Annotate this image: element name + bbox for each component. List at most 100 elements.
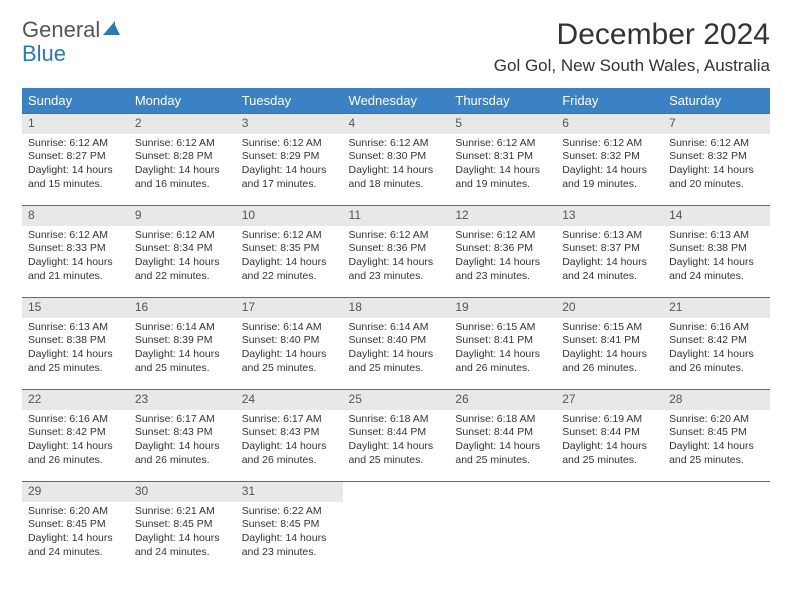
day-number: 8 <box>22 206 129 226</box>
day-number: 25 <box>343 390 450 410</box>
sunrise-line: Sunrise: 6:12 AM <box>455 137 550 151</box>
daylight-line: Daylight: 14 hours and 26 minutes. <box>135 440 230 467</box>
calendar-cell: 10Sunrise: 6:12 AMSunset: 8:35 PMDayligh… <box>236 206 343 298</box>
daylight-line: Daylight: 14 hours and 19 minutes. <box>562 164 657 191</box>
calendar-cell: 11Sunrise: 6:12 AMSunset: 8:36 PMDayligh… <box>343 206 450 298</box>
day-number: 17 <box>236 298 343 318</box>
day-details: Sunrise: 6:12 AMSunset: 8:36 PMDaylight:… <box>449 226 556 288</box>
day-details: Sunrise: 6:15 AMSunset: 8:41 PMDaylight:… <box>449 318 556 380</box>
day-header: Sunday <box>22 88 129 114</box>
calendar-cell: 16Sunrise: 6:14 AMSunset: 8:39 PMDayligh… <box>129 298 236 390</box>
day-number: 20 <box>556 298 663 318</box>
calendar-cell: 23Sunrise: 6:17 AMSunset: 8:43 PMDayligh… <box>129 390 236 482</box>
calendar-cell: . <box>556 482 663 574</box>
brand-sail-icon <box>101 19 121 42</box>
day-details: Sunrise: 6:21 AMSunset: 8:45 PMDaylight:… <box>129 502 236 564</box>
daylight-line: Daylight: 14 hours and 24 minutes. <box>669 256 764 283</box>
day-number: 23 <box>129 390 236 410</box>
sunrise-line: Sunrise: 6:12 AM <box>562 137 657 151</box>
sunset-line: Sunset: 8:44 PM <box>562 426 657 440</box>
day-header: Tuesday <box>236 88 343 114</box>
daylight-line: Daylight: 14 hours and 22 minutes. <box>242 256 337 283</box>
sunrise-line: Sunrise: 6:20 AM <box>669 413 764 427</box>
day-details: Sunrise: 6:12 AMSunset: 8:36 PMDaylight:… <box>343 226 450 288</box>
sunrise-line: Sunrise: 6:15 AM <box>562 321 657 335</box>
day-details: Sunrise: 6:12 AMSunset: 8:34 PMDaylight:… <box>129 226 236 288</box>
sunset-line: Sunset: 8:42 PM <box>28 426 123 440</box>
daylight-line: Daylight: 14 hours and 26 minutes. <box>28 440 123 467</box>
sunrise-line: Sunrise: 6:16 AM <box>669 321 764 335</box>
daylight-line: Daylight: 14 hours and 21 minutes. <box>28 256 123 283</box>
day-number: 1 <box>22 114 129 134</box>
daylight-line: Daylight: 14 hours and 25 minutes. <box>349 440 444 467</box>
day-number: 9 <box>129 206 236 226</box>
day-details: Sunrise: 6:15 AMSunset: 8:41 PMDaylight:… <box>556 318 663 380</box>
calendar-row: 22Sunrise: 6:16 AMSunset: 8:42 PMDayligh… <box>22 390 770 482</box>
day-number: 19 <box>449 298 556 318</box>
sunset-line: Sunset: 8:33 PM <box>28 242 123 256</box>
daylight-line: Daylight: 14 hours and 25 minutes. <box>28 348 123 375</box>
calendar-row: 15Sunrise: 6:13 AMSunset: 8:38 PMDayligh… <box>22 298 770 390</box>
day-header: Wednesday <box>343 88 450 114</box>
day-number: 26 <box>449 390 556 410</box>
sunset-line: Sunset: 8:40 PM <box>349 334 444 348</box>
sunset-line: Sunset: 8:37 PM <box>562 242 657 256</box>
sunset-line: Sunset: 8:45 PM <box>669 426 764 440</box>
day-details: Sunrise: 6:12 AMSunset: 8:35 PMDaylight:… <box>236 226 343 288</box>
sunset-line: Sunset: 8:44 PM <box>349 426 444 440</box>
sunset-line: Sunset: 8:43 PM <box>135 426 230 440</box>
calendar-cell: 17Sunrise: 6:14 AMSunset: 8:40 PMDayligh… <box>236 298 343 390</box>
sunset-line: Sunset: 8:32 PM <box>669 150 764 164</box>
daylight-line: Daylight: 14 hours and 19 minutes. <box>455 164 550 191</box>
sunrise-line: Sunrise: 6:12 AM <box>455 229 550 243</box>
page-title: December 2024 <box>494 18 770 52</box>
sunset-line: Sunset: 8:38 PM <box>669 242 764 256</box>
sunset-line: Sunset: 8:41 PM <box>455 334 550 348</box>
sunrise-line: Sunrise: 6:12 AM <box>669 137 764 151</box>
sunrise-line: Sunrise: 6:15 AM <box>455 321 550 335</box>
brand-logo: General Blue <box>22 18 121 66</box>
day-number: 2 <box>129 114 236 134</box>
daylight-line: Daylight: 14 hours and 26 minutes. <box>455 348 550 375</box>
sunrise-line: Sunrise: 6:18 AM <box>455 413 550 427</box>
sunrise-line: Sunrise: 6:12 AM <box>242 229 337 243</box>
day-details: Sunrise: 6:12 AMSunset: 8:29 PMDaylight:… <box>236 134 343 196</box>
sunrise-line: Sunrise: 6:12 AM <box>242 137 337 151</box>
sunrise-line: Sunrise: 6:16 AM <box>28 413 123 427</box>
day-header: Saturday <box>663 88 770 114</box>
day-header: Thursday <box>449 88 556 114</box>
daylight-line: Daylight: 14 hours and 26 minutes. <box>242 440 337 467</box>
day-details: Sunrise: 6:19 AMSunset: 8:44 PMDaylight:… <box>556 410 663 472</box>
calendar-row: 8Sunrise: 6:12 AMSunset: 8:33 PMDaylight… <box>22 206 770 298</box>
sunset-line: Sunset: 8:27 PM <box>28 150 123 164</box>
daylight-line: Daylight: 14 hours and 24 minutes. <box>28 532 123 559</box>
day-number: 18 <box>343 298 450 318</box>
day-details: Sunrise: 6:17 AMSunset: 8:43 PMDaylight:… <box>236 410 343 472</box>
calendar-cell: 29Sunrise: 6:20 AMSunset: 8:45 PMDayligh… <box>22 482 129 574</box>
day-number: 22 <box>22 390 129 410</box>
day-number: 15 <box>22 298 129 318</box>
sunrise-line: Sunrise: 6:12 AM <box>135 137 230 151</box>
day-details: Sunrise: 6:18 AMSunset: 8:44 PMDaylight:… <box>449 410 556 472</box>
daylight-line: Daylight: 14 hours and 23 minutes. <box>242 532 337 559</box>
day-number: 7 <box>663 114 770 134</box>
sunrise-line: Sunrise: 6:20 AM <box>28 505 123 519</box>
calendar-cell: 26Sunrise: 6:18 AMSunset: 8:44 PMDayligh… <box>449 390 556 482</box>
daylight-line: Daylight: 14 hours and 16 minutes. <box>135 164 230 191</box>
sunset-line: Sunset: 8:45 PM <box>135 518 230 532</box>
sunrise-line: Sunrise: 6:12 AM <box>349 137 444 151</box>
calendar-cell: 4Sunrise: 6:12 AMSunset: 8:30 PMDaylight… <box>343 114 450 206</box>
calendar-cell: 14Sunrise: 6:13 AMSunset: 8:38 PMDayligh… <box>663 206 770 298</box>
brand-part2: Blue <box>22 41 66 66</box>
sunrise-line: Sunrise: 6:14 AM <box>135 321 230 335</box>
day-number: 5 <box>449 114 556 134</box>
daylight-line: Daylight: 14 hours and 15 minutes. <box>28 164 123 191</box>
day-header: Friday <box>556 88 663 114</box>
sunset-line: Sunset: 8:40 PM <box>242 334 337 348</box>
calendar-cell: 3Sunrise: 6:12 AMSunset: 8:29 PMDaylight… <box>236 114 343 206</box>
day-details: Sunrise: 6:13 AMSunset: 8:38 PMDaylight:… <box>663 226 770 288</box>
day-details: Sunrise: 6:13 AMSunset: 8:38 PMDaylight:… <box>22 318 129 380</box>
sunrise-line: Sunrise: 6:12 AM <box>28 137 123 151</box>
sunset-line: Sunset: 8:41 PM <box>562 334 657 348</box>
sunset-line: Sunset: 8:31 PM <box>455 150 550 164</box>
